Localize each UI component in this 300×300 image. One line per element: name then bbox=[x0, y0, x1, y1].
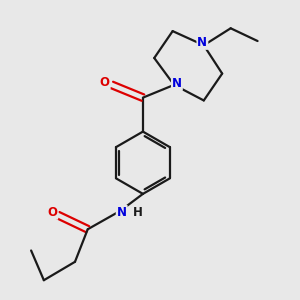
Text: O: O bbox=[100, 76, 110, 88]
Text: N: N bbox=[172, 77, 182, 90]
Text: O: O bbox=[47, 206, 57, 219]
Text: N: N bbox=[117, 206, 127, 219]
Text: H: H bbox=[133, 206, 143, 219]
Text: N: N bbox=[197, 36, 207, 49]
